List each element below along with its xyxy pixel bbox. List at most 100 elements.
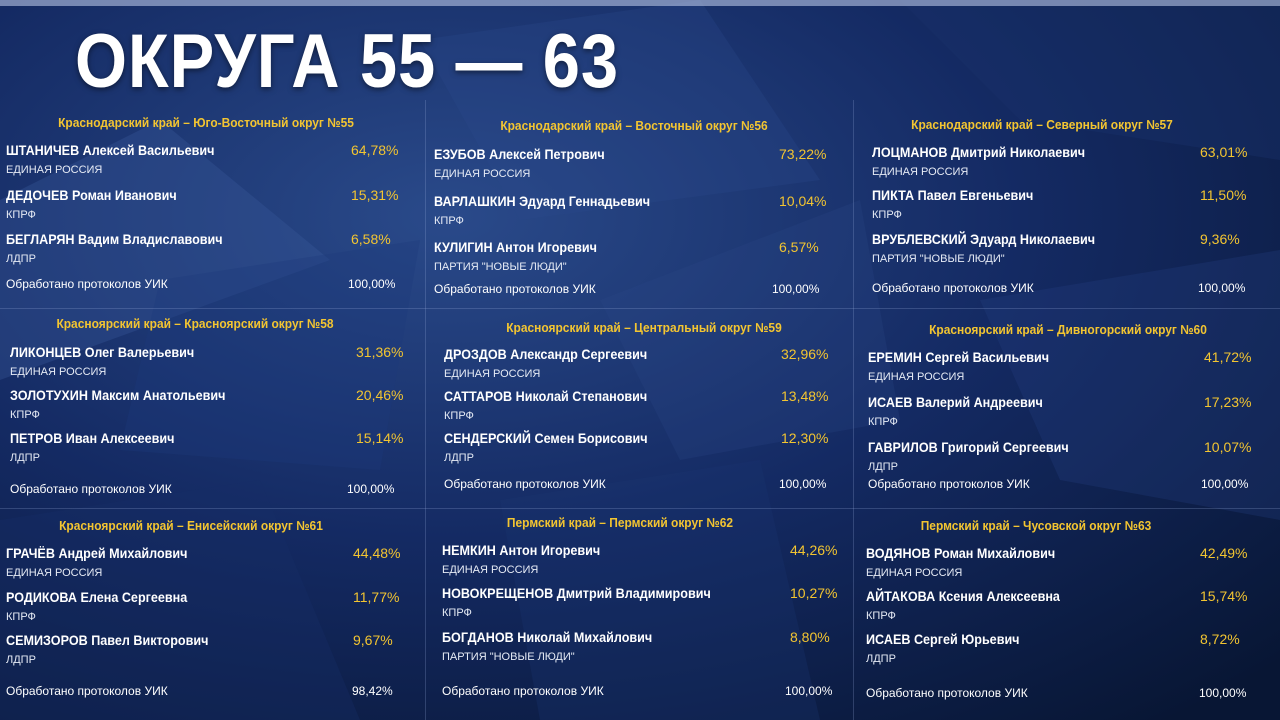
candidate-party: ЕДИНАЯ РОССИЯ: [10, 366, 107, 378]
candidate-percent: 20,46%: [356, 387, 404, 403]
candidate-name: ДРОЗДОВ Александр Сергеевич: [444, 346, 648, 362]
candidate-name: ИСАЕВ Валерий Андреевич: [868, 394, 1043, 410]
processed-label: Обработано протоколов УИК: [434, 282, 596, 296]
candidate-name: ВАРЛАШКИН Эдуард Геннадьевич: [434, 193, 651, 209]
row-divider: [0, 508, 1280, 509]
candidate-percent: 10,07%: [1204, 439, 1252, 455]
district-title: Красноярский край – Красноярский округ №…: [56, 316, 334, 331]
district-card: Красноярский край – Красноярский округ №…: [10, 316, 410, 516]
row-divider: [0, 308, 1280, 309]
candidate-party: ЛДПР: [6, 253, 36, 265]
candidate-percent: 31,36%: [356, 344, 404, 360]
candidate-name: НОВОКРЕЩЕНОВ Дмитрий Владимирович: [442, 585, 711, 601]
processed-value: 98,42%: [352, 684, 393, 698]
district-card: Краснодарский край – Восточный округ №56…: [434, 118, 834, 318]
candidate-party: ЕДИНАЯ РОССИЯ: [872, 166, 969, 178]
candidate-percent: 12,30%: [781, 430, 829, 446]
district-title: Красноярский край – Енисейский округ №61: [59, 518, 323, 533]
district-title: Краснодарский край – Юго-Восточный округ…: [58, 115, 354, 130]
processed-value: 100,00%: [348, 277, 396, 291]
district-card: Пермский край – Чусовской округ №63 ВОДЯН…: [866, 518, 1266, 718]
processed-value: 100,00%: [1199, 686, 1247, 700]
candidate-party: ЕДИНАЯ РОССИЯ: [444, 368, 541, 380]
candidate-name: ГАВРИЛОВ Григорий Сергеевич: [868, 439, 1069, 455]
candidate-percent: 17,23%: [1204, 394, 1252, 410]
processed-label: Обработано протоколов УИК: [866, 686, 1028, 700]
candidate-percent: 10,27%: [790, 585, 838, 601]
candidate-name: ПЕТРОВ Иван Алексеевич: [10, 430, 175, 446]
candidate-party: КПРФ: [868, 416, 898, 428]
candidate-name: ИСАЕВ Сергей Юрьевич: [866, 631, 1020, 647]
candidate-percent: 6,57%: [779, 239, 819, 255]
candidate-percent: 13,48%: [781, 388, 829, 404]
processed-value: 100,00%: [785, 684, 833, 698]
column-divider: [425, 100, 426, 720]
candidate-party: ЛДПР: [6, 654, 36, 666]
candidate-name: ГРАЧЁВ Андрей Михайлович: [6, 545, 188, 561]
processed-value: 100,00%: [1201, 477, 1249, 491]
candidate-party: КПРФ: [442, 607, 472, 619]
candidate-party: ЕДИНАЯ РОССИЯ: [442, 564, 539, 576]
candidate-percent: 64,78%: [351, 142, 399, 158]
candidate-percent: 9,36%: [1200, 231, 1240, 247]
processed-label: Обработано протоколов УИК: [10, 482, 172, 496]
candidate-party: ЕДИНАЯ РОССИЯ: [6, 164, 103, 176]
district-card: Пермский край – Пермский округ №62 НЕМКИН…: [442, 515, 842, 715]
candidate-percent: 15,74%: [1200, 588, 1248, 604]
candidate-percent: 8,80%: [790, 629, 830, 645]
candidate-party: КПРФ: [6, 611, 36, 623]
candidate-percent: 15,14%: [356, 430, 404, 446]
candidate-name: БОГДАНОВ Николай Михайлович: [442, 629, 653, 645]
candidate-percent: 11,50%: [1200, 187, 1247, 203]
district-title: Пермский край – Пермский округ №62: [506, 515, 734, 530]
candidate-name: СЕМИЗОРОВ Павел Викторович: [6, 632, 209, 648]
candidate-percent: 8,72%: [1200, 631, 1240, 647]
candidate-party: КПРФ: [6, 209, 36, 221]
candidate-name: КУЛИГИН Антон Игоревич: [434, 239, 597, 255]
candidate-name: ЛИКОНЦЕВ Олег Валерьевич: [10, 344, 195, 360]
candidate-party: ЕДИНАЯ РОССИЯ: [866, 567, 963, 579]
candidate-percent: 44,48%: [353, 545, 401, 561]
processed-label: Обработано протоколов УИК: [6, 277, 168, 291]
candidate-party: ЕДИНАЯ РОССИЯ: [868, 371, 965, 383]
processed-label: Обработано протоколов УИК: [868, 477, 1030, 491]
candidate-percent: 10,04%: [779, 193, 827, 209]
district-title: Красноярский край – Центральный округ №5…: [506, 320, 782, 335]
district-title: Красноярский край – Дивногорский округ №…: [929, 322, 1207, 337]
candidate-percent: 73,22%: [779, 146, 827, 162]
processed-label: Обработано протоколов УИК: [872, 281, 1034, 295]
page-title: ОКРУГА 55 — 63: [75, 19, 619, 104]
candidate-party: ПАРТИЯ "НОВЫЕ ЛЮДИ": [434, 261, 567, 273]
candidate-name: ДЕДОЧЕВ Роман Иванович: [6, 187, 177, 203]
candidate-party: КПРФ: [10, 409, 40, 421]
processed-label: Обработано протоколов УИК: [442, 684, 604, 698]
candidate-party: ПАРТИЯ "НОВЫЕ ЛЮДИ": [872, 253, 1005, 265]
candidate-name: НЕМКИН Антон Игоревич: [442, 542, 601, 558]
candidate-percent: 44,26%: [790, 542, 838, 558]
candidate-party: ЛДПР: [866, 653, 896, 665]
processed-label: Обработано протоколов УИК: [6, 684, 168, 698]
candidate-name: ВРУБЛЕВСКИЙ Эдуард Николаевич: [872, 231, 1096, 247]
district-card: Красноярский край – Дивногорский округ №…: [868, 322, 1268, 522]
candidate-name: ЕРЕМИН Сергей Васильевич: [868, 349, 1050, 365]
candidate-percent: 6,58%: [351, 231, 391, 247]
candidate-percent: 15,31%: [351, 187, 399, 203]
candidate-party: КПРФ: [866, 610, 896, 622]
candidate-percent: 42,49%: [1200, 545, 1248, 561]
district-card: Краснодарский край – Юго-Восточный округ…: [6, 115, 406, 315]
processed-value: 100,00%: [347, 482, 395, 496]
candidate-name: РОДИКОВА Елена Сергеевна: [6, 589, 188, 605]
district-card: Красноярский край – Центральный округ №5…: [444, 320, 844, 520]
candidate-name: ЕЗУБОВ Алексей Петрович: [434, 146, 605, 162]
candidate-percent: 41,72%: [1204, 349, 1252, 365]
candidate-name: САТТАРОВ Николай Степанович: [444, 388, 648, 404]
column-divider: [853, 100, 854, 720]
candidate-name: БЕГЛАРЯН Вадим Владиславович: [6, 231, 223, 247]
candidate-percent: 63,01%: [1200, 144, 1248, 160]
processed-label: Обработано протоколов УИК: [444, 477, 606, 491]
district-card: Красноярский край – Енисейский округ №61…: [6, 518, 406, 718]
candidate-name: ШТАНИЧЕВ Алексей Васильевич: [6, 142, 215, 158]
processed-value: 100,00%: [1198, 281, 1246, 295]
district-title: Краснодарский край – Восточный округ №56: [500, 118, 768, 133]
